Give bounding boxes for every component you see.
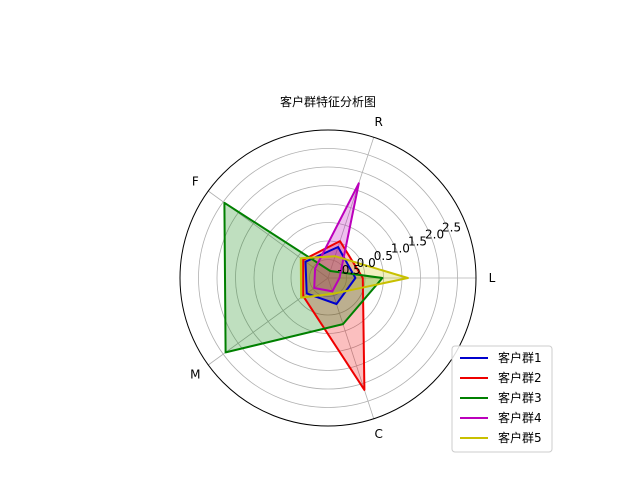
legend-label-2: 客户群2 — [498, 370, 542, 385]
axis-label-F: F — [192, 175, 199, 189]
r-tick-label: 2.5 — [442, 220, 461, 234]
axis-label-M: M — [190, 367, 200, 381]
legend-label-5: 客户群5 — [498, 430, 542, 445]
legend-label-4: 客户群4 — [498, 410, 542, 425]
legend-label-1: 客户群1 — [498, 350, 542, 365]
radial-tick-labels: -0.50.00.51.01.52.02.5 — [337, 220, 461, 277]
chart-title: 客户群特征分析图 — [280, 94, 376, 109]
axis-label-C: C — [375, 427, 383, 441]
axis-label-L: L — [489, 271, 496, 285]
legend: 客户群1 客户群2 客户群3 客户群4 客户群5 — [452, 346, 552, 452]
axis-label-R: R — [375, 115, 383, 129]
legend-label-3: 客户群3 — [498, 390, 542, 405]
